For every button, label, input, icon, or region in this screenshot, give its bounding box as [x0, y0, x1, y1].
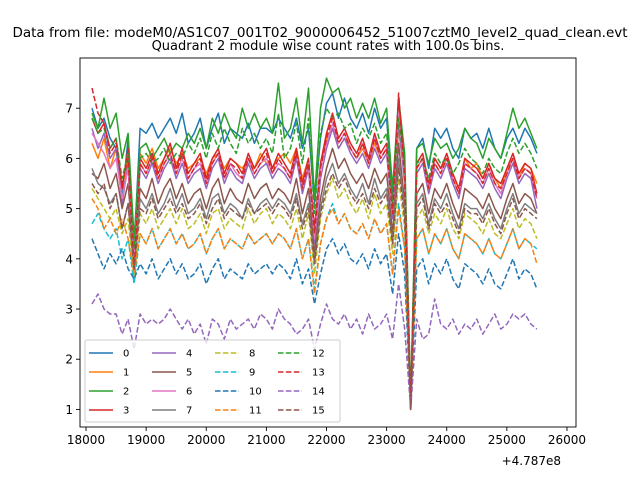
x-offset-label: +4.787e8 — [502, 454, 561, 468]
series-line-15 — [91, 167, 538, 411]
legend-label-8: 8 — [249, 349, 255, 360]
legend-label-10: 10 — [249, 387, 262, 398]
legend-label-12: 12 — [312, 349, 325, 360]
legend-label-11: 11 — [249, 406, 262, 417]
series-line-11 — [91, 198, 538, 411]
y-tick-label: 2 — [65, 353, 73, 367]
legend-label-4: 4 — [186, 349, 192, 360]
legend-label-3: 3 — [123, 406, 129, 417]
legend-label-14: 14 — [312, 387, 325, 398]
legend-label-7: 7 — [186, 406, 192, 417]
legend-label-2: 2 — [123, 387, 129, 398]
legend-label-6: 6 — [186, 387, 192, 398]
x-tick-label: 26000 — [548, 433, 586, 447]
legend-box — [84, 339, 341, 423]
plot-area: 18000 19000 20000 21000 22000 23000 24000 25000… — [65, 57, 586, 447]
x-tick-label: 19000 — [127, 433, 165, 447]
series-line-13 — [91, 87, 538, 411]
x-tick-label: 20000 — [187, 433, 225, 447]
series-line-12 — [91, 107, 538, 406]
y-tick-label: 4 — [65, 252, 73, 266]
series-line-10 — [91, 232, 538, 411]
legend-label-9: 9 — [249, 368, 255, 379]
legend-label-1: 1 — [123, 368, 129, 379]
legend-label-15: 15 — [312, 406, 325, 417]
y-tick-label: 1 — [65, 403, 73, 417]
chart-suptitle: Data from file: modeM0/AS1C07_001T02_900… — [12, 25, 627, 41]
series-line-5 — [91, 142, 538, 411]
series-line-4 — [91, 122, 538, 411]
x-tick-label: 25000 — [488, 433, 526, 447]
y-tick-label: 7 — [65, 102, 73, 116]
series-line-2 — [91, 77, 538, 401]
series-group — [91, 77, 538, 411]
x-tick-label: 21000 — [247, 433, 285, 447]
y-tick-label: 3 — [65, 303, 73, 317]
x-tick-label: 23000 — [368, 433, 406, 447]
y-tick-label: 6 — [65, 152, 73, 166]
x-tick-label: 18000 — [67, 433, 105, 447]
chart-title: Quadrant 2 module wise count rates with … — [152, 39, 505, 54]
series-line-8 — [91, 177, 538, 411]
legend-label-0: 0 — [123, 349, 129, 360]
axes-frame — [79, 57, 577, 428]
x-tick-label: 24000 — [428, 433, 466, 447]
x-tick-label: 22000 — [307, 433, 345, 447]
legend-label-13: 13 — [312, 368, 325, 379]
legend-label-5: 5 — [186, 368, 192, 379]
y-tick-label: 5 — [65, 202, 73, 216]
